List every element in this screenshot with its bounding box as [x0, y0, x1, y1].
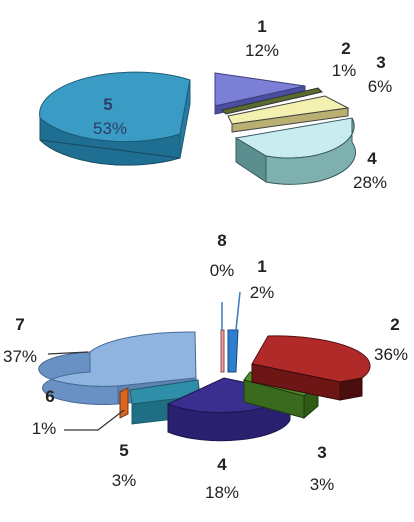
chart1-slice-4	[234, 117, 356, 185]
chart1-label-3: 3	[376, 53, 385, 72]
chart2-label-8: 8	[217, 231, 226, 250]
chart2-slice-2	[251, 335, 371, 401]
chart2-label-1: 1	[257, 257, 266, 276]
chart2-label-3: 3	[317, 443, 326, 462]
chart1-label-5: 5	[103, 95, 112, 114]
chart2-value-1: 2%	[250, 283, 275, 302]
chart1-label-2: 2	[341, 39, 350, 58]
chart2-label-5: 5	[119, 441, 128, 460]
chart2-label-7: 7	[15, 315, 24, 334]
chart1-slice-5	[39, 71, 191, 166]
chart2-label-2: 2	[390, 315, 399, 334]
chart1-value-2: 1%	[332, 61, 357, 80]
chart-1: 1 12% 2 1% 3 6% 4 28% 5 53%	[39, 17, 393, 192]
chart2-label-6: 6	[45, 387, 54, 406]
chart2-leader-7	[47, 351, 89, 355]
chart2-value-7: 37%	[3, 347, 37, 366]
chart-2: 8 0% 1 2% 2 36% 3 3% 4 18% 5 3% 6 1% 7 3…	[3, 231, 408, 502]
chart1-value-4: 28%	[353, 173, 387, 192]
chart1-slice-3	[227, 95, 350, 133]
chart2-label-4: 4	[217, 455, 227, 474]
chart2-leader-6	[64, 409, 125, 431]
chart2-value-5: 3%	[112, 471, 137, 490]
chart1-label-1: 1	[257, 17, 266, 36]
chart2-slice-1	[227, 329, 239, 373]
chart1-slice-2	[221, 87, 323, 115]
chart1-value-5: 53%	[93, 119, 127, 138]
chart1-value-1: 12%	[245, 41, 279, 60]
chart2-value-3: 3%	[310, 475, 335, 494]
chart2-value-2: 36%	[374, 345, 408, 364]
chart2-slice-8	[220, 329, 225, 373]
chart1-value-3: 6%	[368, 77, 393, 96]
chart2-slice-6	[119, 387, 129, 419]
chart1-label-4: 4	[367, 149, 377, 168]
chart2-value-6: 1%	[32, 419, 57, 438]
chart2-value-8: 0%	[210, 261, 235, 280]
chart2-leader-1	[235, 291, 241, 331]
chart2-value-4: 18%	[205, 483, 239, 502]
